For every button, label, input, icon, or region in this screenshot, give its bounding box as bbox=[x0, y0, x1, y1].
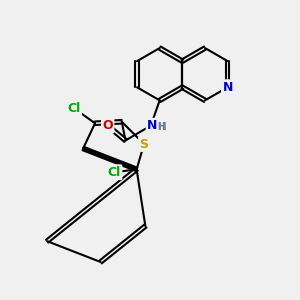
Text: Cl: Cl bbox=[108, 166, 121, 179]
Text: N: N bbox=[222, 81, 233, 94]
Text: Cl: Cl bbox=[68, 102, 81, 115]
Text: O: O bbox=[102, 119, 113, 132]
Text: Cl: Cl bbox=[68, 102, 81, 115]
Text: S: S bbox=[140, 138, 148, 151]
Text: N: N bbox=[147, 119, 158, 132]
Text: S: S bbox=[140, 138, 148, 151]
Text: N: N bbox=[222, 81, 233, 94]
Text: N: N bbox=[147, 119, 158, 132]
Text: H: H bbox=[158, 122, 167, 132]
Text: O: O bbox=[102, 119, 113, 132]
Text: Cl: Cl bbox=[108, 166, 121, 179]
Text: H: H bbox=[157, 122, 166, 132]
